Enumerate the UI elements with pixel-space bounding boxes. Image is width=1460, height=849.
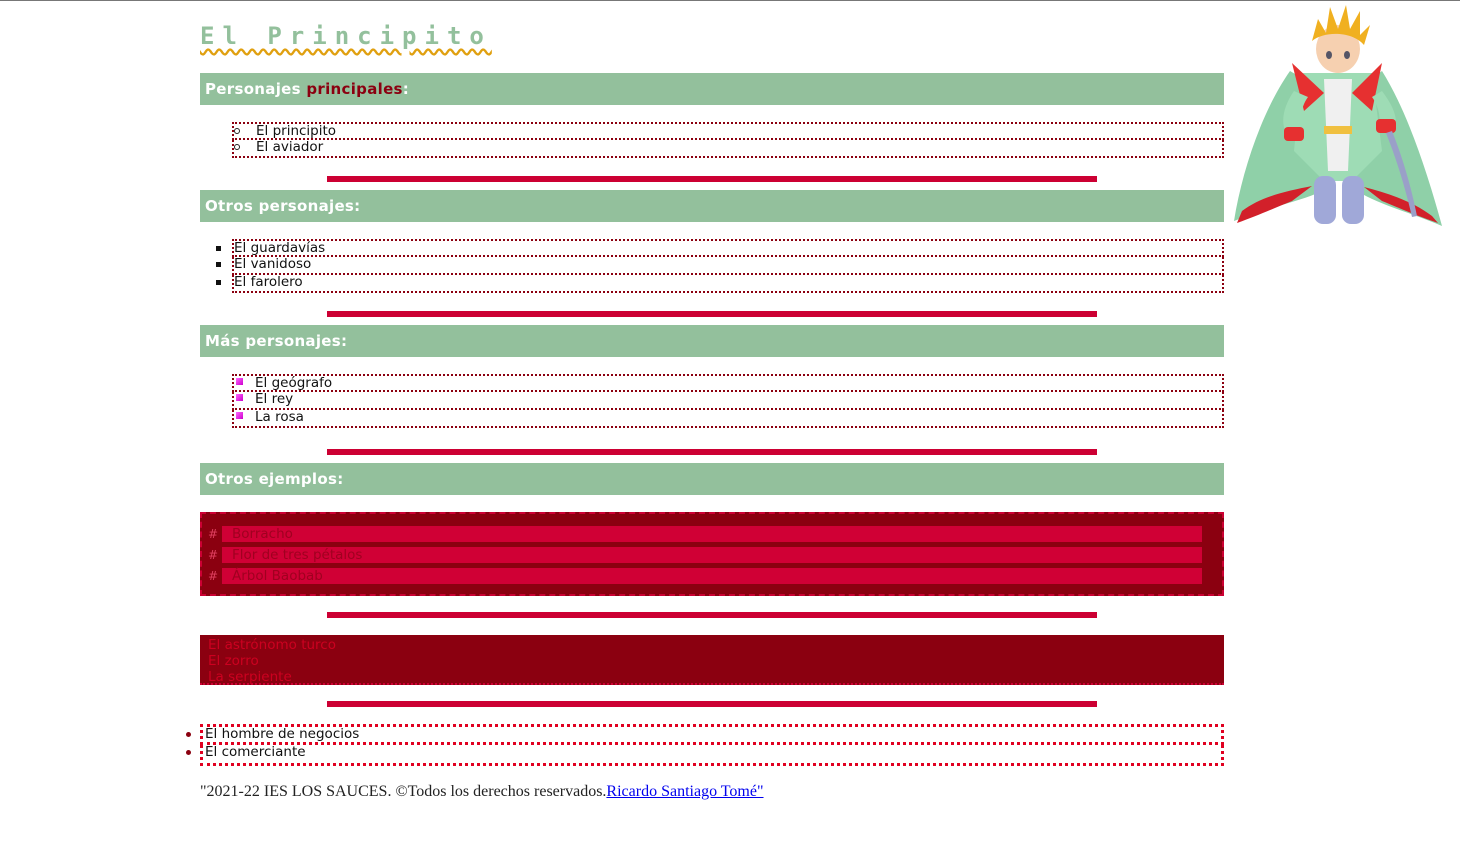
list-item: El guardavías (216, 239, 1224, 257)
separator-line (327, 701, 1097, 707)
separator-line (327, 176, 1097, 182)
separator-line (327, 311, 1097, 317)
separator-line (327, 612, 1097, 618)
list-item: La rosa (232, 410, 1224, 428)
dark-item: La serpiente (208, 669, 292, 685)
separator-line (327, 449, 1097, 455)
author-link[interactable]: Ricardo Santiago Tomé" (606, 783, 764, 800)
box-item: Flor de tres pétalos (222, 547, 1202, 563)
section-header-ejemplos: Otros ejemplos: (200, 463, 1224, 495)
list-mas: El geógrafo El rey La rosa (232, 374, 1224, 428)
list-item: El comerciante (186, 745, 1224, 766)
hash-marker: # (208, 548, 219, 562)
hash-marker: # (208, 527, 219, 541)
box-item: Árbol Baobab (222, 568, 1202, 584)
page-title: El Principito (200, 22, 492, 50)
header-text-highlight: principales (306, 80, 403, 98)
list-item: El aviador (232, 140, 1224, 158)
section-header-principales: Personajes principales: (200, 73, 1224, 105)
header-text-a: Personajes (205, 80, 301, 98)
box-item: Borracho (222, 526, 1202, 542)
dark-item: El astrónomo turco (208, 637, 336, 653)
hash-marker: # (208, 569, 219, 583)
list-item: El hombre de negocios (186, 724, 1224, 745)
list-item: El principito (232, 122, 1224, 140)
list-dotted: El hombre de negocios El comerciante (186, 724, 1224, 766)
list-otros: El guardavías El vanidoso El farolero (216, 239, 1224, 293)
section-header-mas: Más personajes: (200, 325, 1224, 357)
dark-item: El zorro (208, 653, 259, 669)
list-item: El rey (232, 392, 1224, 410)
footer: "2021-22 IES LOS SAUCES. ©Todos los dere… (200, 783, 764, 801)
footer-text: "2021-22 IES LOS SAUCES. ©Todos los dere… (200, 783, 607, 800)
list-item: El vanidoso (216, 257, 1224, 275)
examples-box: # Borracho # Flor de tres pétalos # Árbo… (200, 512, 1224, 596)
section-header-otros: Otros personajes: (200, 190, 1224, 222)
header-text-colon: : (402, 80, 410, 98)
list-item: El geógrafo (232, 374, 1224, 392)
dark-list-box: El astrónomo turco El zorro La serpiente (200, 635, 1224, 685)
little-prince-figure (1234, 5, 1442, 226)
list-item: El farolero (216, 275, 1224, 293)
list-principales: El principito El aviador (232, 122, 1224, 158)
